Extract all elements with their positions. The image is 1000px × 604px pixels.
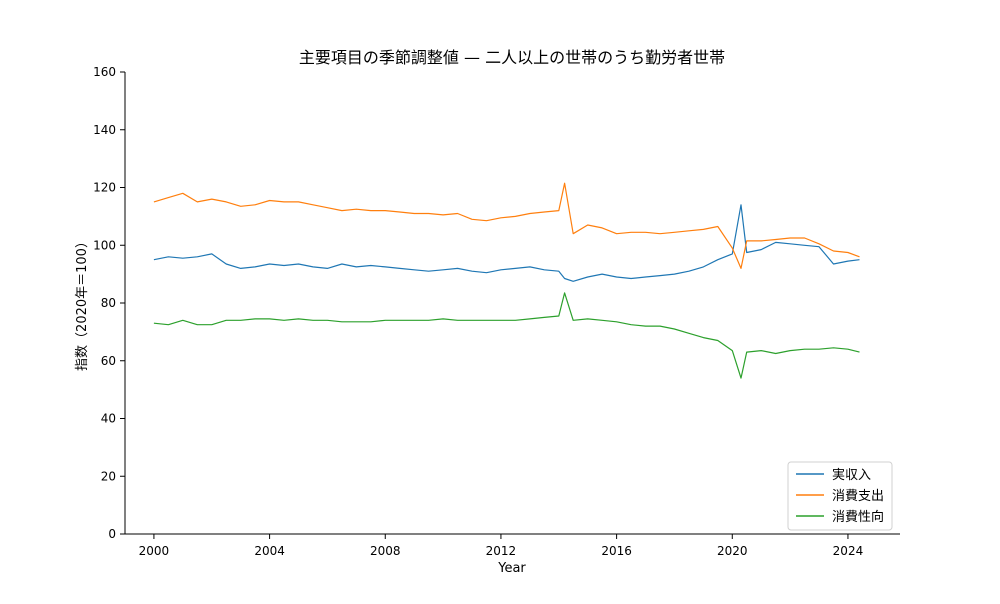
y-tick-label: 100 [93,238,116,252]
x-tick-label: 2008 [370,544,401,558]
y-tick-label: 140 [93,123,116,137]
y-tick-label: 0 [108,527,116,541]
legend-label: 実収入 [832,467,871,483]
series-line-1 [153,204,860,282]
y-tick-label: 60 [101,354,116,368]
x-tick-label: 2016 [601,544,632,558]
x-tick-label: 2012 [486,544,517,558]
series-line-3 [153,292,860,379]
y-tick-label: 40 [101,412,116,426]
y-axis-label: 指数（2020年＝100） [75,235,90,371]
legend-box [787,461,893,531]
y-tick-label: 160 [93,65,116,79]
legend-label: 消費支出 [832,489,884,504]
x-tick-label: 2000 [139,544,170,558]
y-tick-label: 20 [101,469,116,483]
y-tick-label: 120 [93,181,116,195]
series-line-2 [153,182,860,269]
series-group [153,182,860,379]
x-tick-label: 2024 [833,544,864,558]
x-axis-label: Year [497,561,526,576]
chart-title: 主要項目の季節調整値 — 二人以上の世帯のうち勤労者世帯 [299,48,725,67]
x-tick-label: 2004 [254,544,285,558]
x-tick-label: 2020 [717,544,748,558]
axes: 0 20 40 60 80 100 120 140 160 2000 2004 2008 2012 201… [93,65,900,558]
legend-label: 消費性向 [832,509,884,525]
y-tick-label: 80 [101,296,116,310]
